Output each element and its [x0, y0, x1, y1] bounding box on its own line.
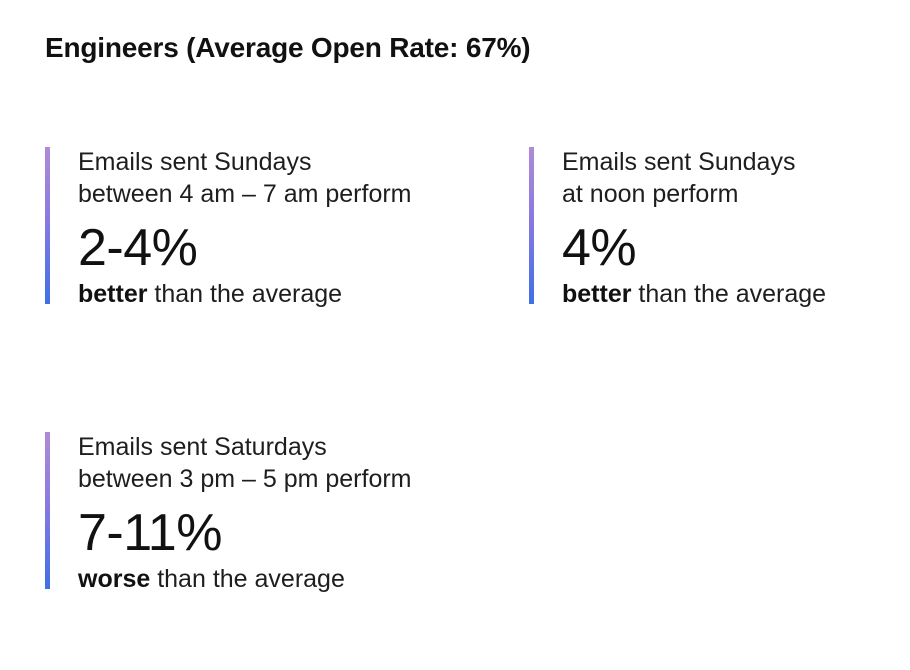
- stat-comparison-suffix: than the average: [631, 280, 827, 308]
- stat-description-line-1: Emails sent Saturdays: [78, 433, 327, 461]
- stat-description-line-1: Emails sent Sundays: [78, 148, 312, 176]
- stat-value: 2-4%: [78, 219, 198, 277]
- stat-content: Emails sent Sundays between 4 am – 7 am …: [78, 146, 458, 309]
- accent-bar: [45, 432, 50, 589]
- stat-card: Emails sent Sundays between 4 am – 7 am …: [45, 146, 445, 308]
- stat-comparison: worse than the average: [78, 564, 458, 594]
- stat-comparison: better than the average: [562, 279, 910, 309]
- accent-bar: [45, 147, 50, 304]
- stat-value: 4%: [562, 219, 637, 277]
- stat-description-line-1: Emails sent Sundays: [562, 148, 796, 176]
- stat-comparison-suffix: than the average: [147, 280, 343, 308]
- stat-value: 7-11%: [78, 504, 222, 562]
- stat-description-line-2: between 3 pm – 5 pm perform: [78, 465, 412, 493]
- stat-description: Emails sent Saturdays between 3 pm – 5 p…: [78, 431, 458, 495]
- stat-description-line-2: between 4 am – 7 am perform: [78, 180, 412, 208]
- stat-description-line-2: at noon perform: [562, 180, 739, 208]
- stat-card: Emails sent Sundays at noon perform 4% b…: [529, 146, 910, 309]
- stat-description: Emails sent Sundays at noon perform: [562, 146, 910, 210]
- stat-direction: worse: [78, 565, 151, 593]
- stat-direction: better: [562, 280, 632, 308]
- stat-comparison: better than the average: [78, 279, 458, 309]
- page-title: Engineers (Average Open Rate: 67%): [45, 32, 531, 63]
- stat-comparison-suffix: than the average: [150, 565, 345, 593]
- stat-description: Emails sent Sundays between 4 am – 7 am …: [78, 146, 458, 210]
- stat-content: Emails sent Sundays at noon perform 4% b…: [562, 146, 910, 309]
- stat-content: Emails sent Saturdays between 3 pm – 5 p…: [78, 431, 458, 594]
- accent-bar: [529, 147, 534, 304]
- stat-card: Emails sent Saturdays between 3 pm – 5 p…: [45, 431, 445, 593]
- stat-direction: better: [78, 280, 148, 308]
